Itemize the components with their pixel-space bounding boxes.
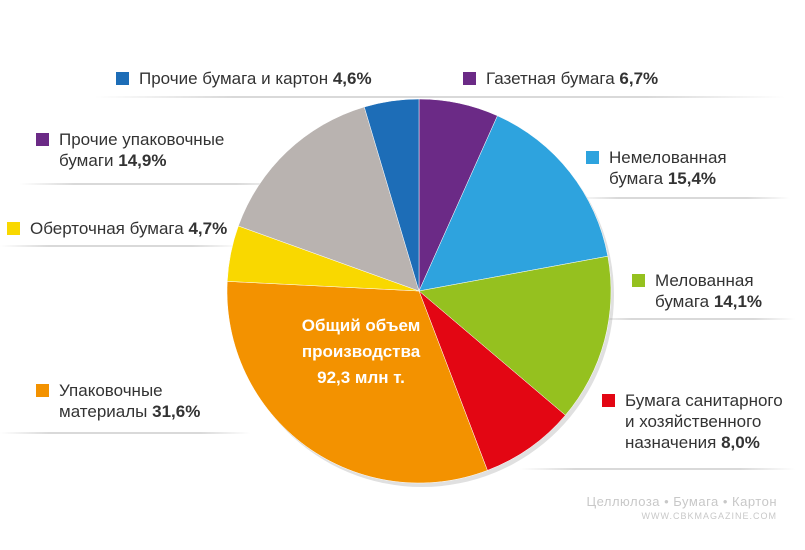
pie-slice-2: [418, 255, 612, 416]
legend-swatch: [116, 72, 129, 85]
label-text: Упаковочные: [59, 381, 163, 400]
label-text: назначения: [625, 433, 717, 452]
pie-slice-4: [226, 281, 488, 484]
label-sanitarnaya: Бумага санитарного и хозяйственного назн…: [602, 390, 783, 453]
label-gazetnaya: Газетная бумага 6,7%: [463, 68, 658, 89]
label-value: 4,6%: [332, 69, 372, 88]
leader-line: [20, 183, 290, 185]
pie-slice-3: [418, 290, 566, 471]
center-line: 92,3 млн т.: [317, 368, 405, 387]
label-text: Немелованная: [609, 148, 727, 167]
pie-slice-7: [363, 98, 420, 292]
label-value: 15,4%: [667, 169, 717, 188]
legend-swatch: [7, 222, 20, 235]
legend-swatch: [36, 384, 49, 397]
legend-swatch: [602, 394, 615, 407]
legend-swatch: [36, 133, 49, 146]
leader-line: [575, 197, 790, 199]
pie-slice-1: [418, 115, 609, 292]
legend-swatch: [463, 72, 476, 85]
label-text: Мелованная: [655, 271, 754, 290]
watermark-line: Целлюлоза • Бумага • Картон: [586, 494, 777, 509]
label-value: 8,0%: [721, 433, 760, 452]
label-text: Бумага санитарного: [625, 391, 783, 410]
label-text: Прочие бумага и картон: [139, 69, 329, 88]
label-text: материалы: [59, 402, 148, 421]
watermark: Целлюлоза • Бумага • Картон WWW.CBKMAGAZ…: [586, 494, 777, 524]
label-melovannaya: Мелованная бумага 14,1%: [632, 270, 762, 312]
label-text: Газетная бумага: [486, 69, 615, 88]
label-value: 4,7%: [188, 219, 228, 238]
legend-swatch: [586, 151, 599, 164]
legend-swatch: [632, 274, 645, 287]
label-text: и хозяйственного: [625, 412, 762, 431]
leader-line: [0, 432, 250, 434]
label-nemelovannaya: Немелованная бумага 15,4%: [586, 147, 727, 189]
center-line: Общий объем: [301, 316, 421, 335]
label-prochie-karton: Прочие бумага и картон 4,6%: [116, 68, 372, 89]
label-value: 14,1%: [713, 292, 763, 311]
label-obertochnaya: Оберточная бумага 4,7%: [7, 218, 227, 239]
label-value: 14,9%: [118, 151, 167, 170]
label-text: бумага: [609, 169, 664, 188]
label-text: Прочие упаковочные: [59, 130, 225, 149]
leader-line: [95, 96, 785, 98]
label-text: бумага: [655, 292, 710, 311]
leader-line: [590, 318, 795, 320]
label-text: Оберточная бумага: [30, 219, 184, 238]
label-text: бумаги: [59, 151, 114, 170]
center-total-label: Общий объем производства 92,3 млн т.: [266, 313, 456, 391]
pie-slice-6: [238, 106, 420, 292]
label-upakovochnye: Упаковочные материалы 31,6%: [36, 380, 200, 422]
leader-line: [520, 468, 795, 470]
label-value: 6,7%: [619, 69, 659, 88]
label-value: 31,6%: [152, 402, 201, 421]
leader-line: [0, 245, 240, 247]
watermark-line: WWW.CBKMAGAZINE.COM: [641, 511, 777, 521]
center-line: производства: [301, 342, 421, 361]
label-prochie-upak: Прочие упаковочные бумаги 14,9%: [36, 129, 224, 171]
